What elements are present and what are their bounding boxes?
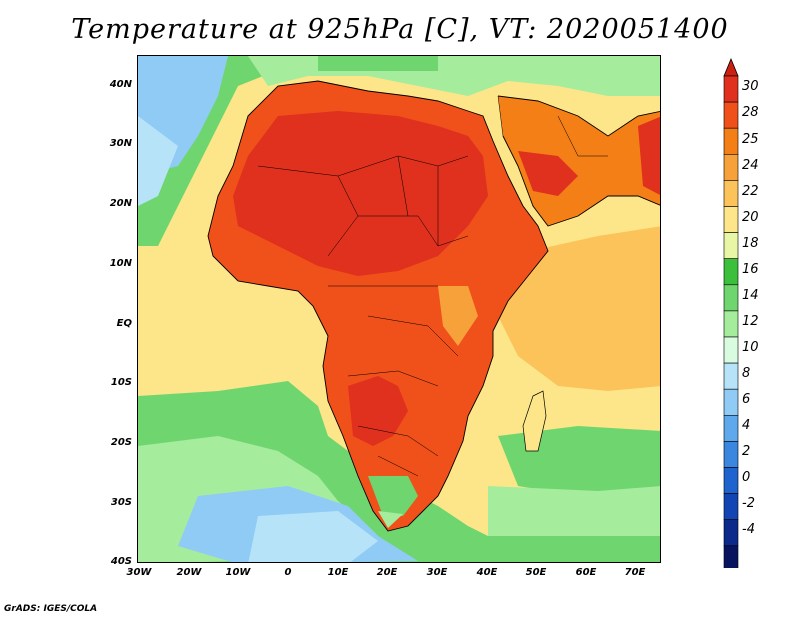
madagascar <box>522 390 547 452</box>
indian-ocean-orange <box>498 226 660 391</box>
indian-ocean-lightgreen <box>488 486 660 536</box>
colorbar-label: -2 <box>742 496 755 511</box>
arabia-coastline <box>497 95 660 227</box>
colorbar-swatch <box>723 154 739 181</box>
lat-label: 10S <box>110 377 132 388</box>
lat-label: 20S <box>110 437 132 448</box>
lat-label: 40S <box>110 556 132 567</box>
credit-text: GrADS: IGES/COLA <box>4 604 98 614</box>
colorbar-swatch <box>723 519 739 547</box>
north-atlantic-lightblue <box>138 116 178 206</box>
colorbar-label: 24 <box>742 158 759 173</box>
colorbar-swatch <box>723 545 739 568</box>
lon-label: 50E <box>525 567 547 578</box>
indian-ocean-green <box>498 426 660 496</box>
colorbar-label: 30 <box>742 79 759 94</box>
lon-label: 30E <box>426 567 448 578</box>
cape-lightgreen <box>378 511 403 528</box>
colorbar-label: 0 <box>742 470 751 485</box>
lon-label: 20E <box>376 567 398 578</box>
lon-label: 0 <box>284 567 292 578</box>
lat-label: 40N <box>109 79 132 90</box>
colorbar-label: 6 <box>742 392 751 407</box>
colorbar-swatch <box>723 127 739 155</box>
colorbar-label: 2 <box>742 444 751 459</box>
lat-label: 30N <box>109 138 132 149</box>
lon-label: 40E <box>476 567 498 578</box>
colorbar-label: 12 <box>742 314 759 329</box>
africa-coastline <box>207 80 549 532</box>
colorbar-label: 10 <box>742 340 759 355</box>
lat-label: EQ <box>116 318 132 329</box>
colorbar-label: 18 <box>742 236 759 251</box>
lon-label: 60E <box>575 567 597 578</box>
colorbar-swatch <box>723 206 739 233</box>
colorbar-swatch <box>723 310 739 338</box>
colorbar-swatch <box>723 75 739 103</box>
iran-hot <box>638 116 660 195</box>
colorbar-swatch <box>723 336 739 364</box>
colorbar-label: 22 <box>742 184 759 199</box>
colorbar-label: 4 <box>742 418 751 433</box>
colorbar-swatch <box>723 414 739 442</box>
arabia-hot <box>518 151 578 196</box>
lat-label: 10N <box>109 258 132 269</box>
colorbar-swatch <box>723 101 739 129</box>
lat-label: 30S <box>110 497 132 508</box>
colorbar-swatch <box>723 180 739 207</box>
colorbar-swatch <box>723 467 739 494</box>
temperature-map <box>138 56 660 562</box>
colorbar-swatch <box>723 388 739 416</box>
colorbar-swatch <box>723 232 739 260</box>
colorbar-label: -4 <box>742 522 755 537</box>
colorbar-swatch <box>723 362 739 390</box>
colorbar-swatch <box>723 258 739 286</box>
map-title: Temperature at 925hPa [C], VT: 202005140… <box>71 14 729 45</box>
colorbar-label: 28 <box>742 105 759 120</box>
colorbar-label: 14 <box>742 288 759 303</box>
colorbar-label: 16 <box>742 262 759 277</box>
southern-africa-hot <box>348 376 408 446</box>
colorbar-top-arrow <box>723 58 739 77</box>
map-plot-area <box>137 55 661 563</box>
colorbar-label: 25 <box>742 132 759 147</box>
colorbar-label: 8 <box>742 366 751 381</box>
colorbar-swatch <box>723 441 739 468</box>
south-atlantic-lightblue <box>248 511 378 562</box>
lon-label: 30W <box>126 567 152 578</box>
sahara-hot-core <box>233 111 488 276</box>
colorbar-swatch <box>723 284 739 312</box>
tropical-atlantic-yellow <box>138 251 318 406</box>
colorbar-label: 20 <box>742 210 759 225</box>
country-borders <box>257 95 608 477</box>
lon-label: 10W <box>225 567 251 578</box>
east-africa-orange <box>438 286 478 346</box>
lon-label: 10E <box>327 567 349 578</box>
colorbar <box>723 58 739 568</box>
lat-label: 20N <box>109 198 132 209</box>
europe-green <box>318 56 438 71</box>
south-africa-green <box>368 476 418 516</box>
lon-label: 20W <box>176 567 202 578</box>
lon-label: 70E <box>624 567 646 578</box>
colorbar-swatch <box>723 493 739 521</box>
